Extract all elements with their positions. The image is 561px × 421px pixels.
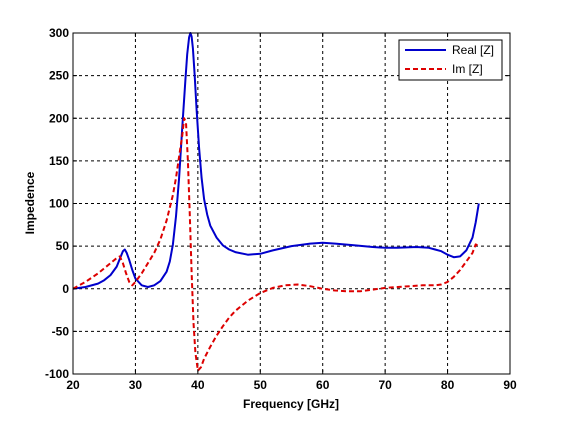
y-axis-label: Impedence [23,171,37,234]
y-tick-label: 0 [62,282,69,296]
y-tick-label: 50 [56,239,70,253]
legend-box [398,39,503,81]
axis-ticks: 20 30 40 50 60 70 80 90 -100 -50 0 50 100 150 200 250 30… [45,26,517,392]
x-tick-label: 50 [254,378,268,392]
x-tick-label: 70 [378,378,392,392]
series-lines [72,32,480,372]
x-tick-label: 80 [441,378,455,392]
y-tick-label: 200 [49,111,69,125]
legend-label-real: Real [Z] [452,43,494,57]
y-tick-label: 100 [49,197,69,211]
x-tick-label: 30 [129,378,143,392]
x-tick-label: 60 [316,378,330,392]
x-tick-label: 20 [66,378,80,392]
y-tick-label: 150 [49,154,69,168]
x-tick-label: 40 [191,378,205,392]
series-line-im-z [72,117,480,372]
series-line-real-z [72,32,480,290]
x-tick-label: 90 [503,378,517,392]
y-tick-label: -100 [45,367,69,381]
legend-label-im: Im [Z] [452,62,483,76]
legend: Real [Z] Im [Z] [398,39,503,81]
y-tick-label: -50 [52,324,70,338]
x-axis-label: Frequency [GHz] [243,397,339,411]
y-tick-label: 300 [49,26,69,40]
y-tick-label: 250 [49,69,69,83]
